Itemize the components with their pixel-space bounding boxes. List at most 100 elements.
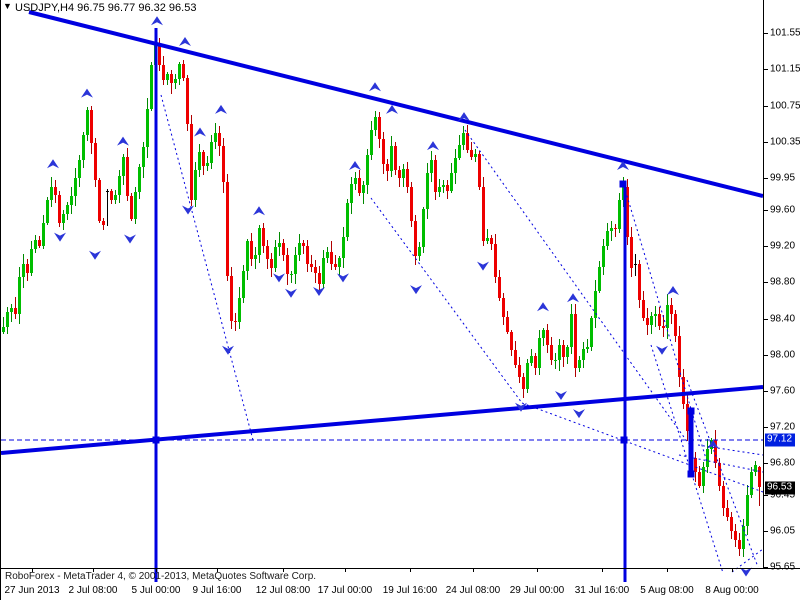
- candle-body: [638, 264, 641, 300]
- candle-body: [110, 191, 113, 200]
- candle-body: [742, 526, 745, 549]
- candle-wick: [303, 240, 304, 254]
- candle-body: [234, 321, 237, 322]
- candle-body: [338, 258, 341, 267]
- candle-body: [262, 228, 265, 246]
- candle-body: [622, 187, 625, 200]
- candle-body: [354, 178, 357, 184]
- price-tick-mark: [764, 210, 768, 211]
- time-tick-label: 31 Jul 16:00: [574, 585, 630, 596]
- price-tick-label: 97.60: [770, 385, 796, 397]
- candle-body: [674, 314, 677, 336]
- candle-body: [206, 163, 209, 166]
- candle-body: [190, 124, 193, 200]
- candle-body: [274, 247, 277, 268]
- candle-body: [270, 259, 273, 268]
- candle-body: [486, 238, 489, 241]
- candle-body: [322, 258, 325, 284]
- candlestick-chart[interactable]: [1, 0, 763, 568]
- candle-body: [150, 65, 153, 109]
- candle-body: [82, 135, 85, 160]
- time-tick-label: 27 Jun 2013: [4, 585, 60, 596]
- candle-body: [542, 330, 545, 338]
- candle-body: [50, 187, 53, 200]
- candle-body: [6, 312, 9, 327]
- price-tick-mark: [764, 33, 768, 34]
- candle-body: [590, 318, 593, 347]
- candle-body: [746, 495, 749, 526]
- last-price-flag: 96.53: [765, 481, 796, 495]
- candle-wick: [311, 255, 312, 272]
- candle-body: [646, 318, 649, 325]
- candle-body: [738, 540, 741, 549]
- candle-body: [730, 517, 733, 531]
- candle-body: [438, 187, 441, 192]
- candle-body: [166, 74, 169, 80]
- candle-body: [430, 160, 433, 173]
- candle-body: [650, 316, 653, 325]
- candle-body: [562, 345, 565, 357]
- candle-body: [570, 314, 573, 347]
- candle-body: [58, 195, 61, 223]
- candle-body: [250, 241, 253, 259]
- candle-body: [626, 187, 629, 237]
- candle-body: [298, 243, 301, 255]
- candle-body: [114, 195, 117, 200]
- candle-body: [90, 110, 93, 143]
- candle-body: [22, 264, 25, 277]
- candle-body: [686, 404, 689, 431]
- candle-body: [394, 146, 397, 170]
- candle-body: [586, 347, 589, 349]
- candle-body: [142, 147, 145, 167]
- candle-body: [402, 169, 405, 178]
- price-tick-mark: [764, 106, 768, 107]
- time-tick-mark: [732, 569, 733, 572]
- price-tick-mark: [764, 391, 768, 392]
- candle-body: [126, 157, 129, 196]
- time-axis[interactable]: [1, 568, 800, 600]
- level-price-flag: 97.12: [765, 433, 796, 447]
- time-tick-label: 5 Jul 00:00: [131, 585, 181, 596]
- price-tick-mark: [764, 319, 768, 320]
- candle-body: [326, 252, 329, 258]
- price-axis[interactable]: 101.55 101.15 100.75 100.35 99.95 99.60 99.20 9…: [763, 0, 800, 573]
- candle-body: [470, 150, 473, 157]
- candle-body: [506, 317, 509, 332]
- candle-body: [66, 205, 69, 214]
- candle-body: [134, 192, 137, 219]
- time-tick-mark: [667, 569, 668, 572]
- candle-body: [450, 173, 453, 191]
- candle-body: [98, 180, 101, 221]
- candle-body: [558, 345, 561, 360]
- candle-body: [614, 228, 617, 229]
- candle-body: [362, 185, 365, 193]
- candle-wick: [555, 353, 556, 369]
- candle-body: [554, 360, 557, 361]
- price-tick-label: 101.55: [770, 27, 800, 39]
- candle-body: [442, 185, 445, 187]
- candle-body: [374, 117, 377, 130]
- candle-body: [466, 133, 469, 150]
- candle-body: [158, 43, 161, 65]
- candle-body: [662, 326, 665, 328]
- candle-body: [386, 164, 389, 171]
- candle-body: [30, 249, 33, 273]
- candle-body: [130, 196, 133, 219]
- symbol-dropdown-icon[interactable]: ▼: [3, 1, 12, 11]
- candle-body: [414, 221, 417, 256]
- candle-body: [330, 252, 333, 264]
- candle-body: [238, 298, 241, 322]
- price-tick-label: 98.40: [770, 313, 796, 325]
- candle-wick: [235, 313, 236, 331]
- candle-body: [690, 431, 693, 458]
- price-tick-mark: [764, 69, 768, 70]
- price-tick-mark: [764, 246, 768, 247]
- candle-body: [178, 64, 181, 79]
- candle-body: [502, 298, 505, 317]
- price-tick-label: 101.15: [770, 63, 800, 75]
- candle-body: [694, 458, 697, 472]
- price-tick-mark: [764, 531, 768, 532]
- price-tick-label: 98.80: [770, 276, 796, 288]
- candle-body: [246, 241, 249, 271]
